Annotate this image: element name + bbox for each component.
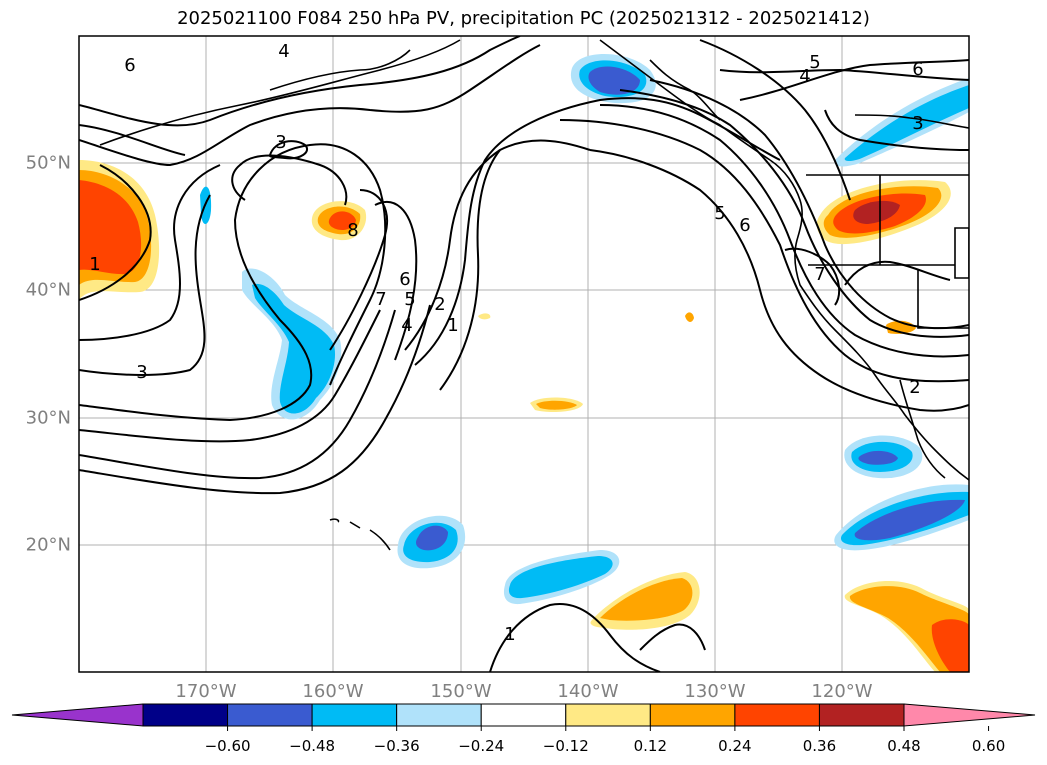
colorbar-tick-label: −0.60 xyxy=(204,737,251,755)
map-frame xyxy=(78,35,970,673)
contour-label: 1 xyxy=(89,254,100,275)
colorbar-tick-label: 0.24 xyxy=(718,737,752,755)
lon-label: 150°W xyxy=(430,681,492,702)
lat-label: 50°N xyxy=(25,152,71,174)
contour-label: 6 xyxy=(124,55,135,76)
contour-label: 4 xyxy=(799,66,810,87)
lon-label: 170°W xyxy=(175,681,237,702)
colorbar-tick-label: −0.48 xyxy=(289,737,336,755)
map-title: 2025021100 F084 250 hPa PV, precipitatio… xyxy=(177,8,870,29)
contour-label: 2 xyxy=(434,294,445,315)
contour-label: 4 xyxy=(278,41,289,62)
contour-label: 3 xyxy=(912,113,923,134)
contour-label: 6 xyxy=(912,59,923,80)
colorbar-tick-label: 0.12 xyxy=(633,737,668,755)
contour-label: 4 xyxy=(401,315,412,336)
contour-label: 1 xyxy=(447,315,458,336)
colorbar xyxy=(11,703,1036,731)
lat-label: 20°N xyxy=(25,534,71,556)
colorbar-box xyxy=(649,703,736,727)
contour-label: 6 xyxy=(739,215,750,236)
colorbar-box xyxy=(480,703,567,727)
colorbar-box xyxy=(734,703,820,727)
contour-label: 3 xyxy=(275,132,286,153)
pv-contours xyxy=(79,36,969,672)
colorbar-box xyxy=(311,703,398,727)
contour-label: 7 xyxy=(375,289,386,310)
colorbar-extend-low xyxy=(11,703,144,727)
colorbar-tick-label: −0.24 xyxy=(458,737,505,755)
precip-positive-blobs xyxy=(79,160,969,672)
contour-label: 2 xyxy=(909,377,920,398)
colorbar-box xyxy=(227,703,313,727)
lat-label: 40°N xyxy=(25,279,71,301)
contour-label: 3 xyxy=(136,362,147,383)
colorbar-tick-label: 0.60 xyxy=(971,737,1006,755)
colorbar-box xyxy=(396,703,482,727)
contour-label: 1 xyxy=(504,624,515,645)
colorbar-tick-label: 0.48 xyxy=(887,737,921,755)
colorbar-extend-high xyxy=(903,703,1036,727)
colorbar-box xyxy=(565,703,651,727)
contour-label: 5 xyxy=(714,203,725,224)
colorbar-box xyxy=(142,703,229,727)
lon-label: 120°W xyxy=(811,681,873,702)
colorbar-box xyxy=(818,703,905,727)
contour-label: 5 xyxy=(809,52,820,73)
lon-label: 160°W xyxy=(302,681,364,702)
contour-labels: 6 4 5 4 6 3 3 8 6 7 5 4 2 1 5 6 7 2 3 1 … xyxy=(89,41,923,645)
lon-label: 140°W xyxy=(557,681,619,702)
contour-label: 7 xyxy=(814,264,825,285)
colorbar-tick-label: 0.36 xyxy=(802,737,837,755)
contour-label: 8 xyxy=(347,220,358,241)
colorbar-tick-label: −0.36 xyxy=(373,737,420,755)
lon-label: 130°W xyxy=(684,681,746,702)
lat-label: 30°N xyxy=(25,407,71,429)
contour-label: 5 xyxy=(404,289,415,310)
contour-label: 6 xyxy=(399,269,410,290)
colorbar-tick-label: −0.12 xyxy=(542,737,589,755)
